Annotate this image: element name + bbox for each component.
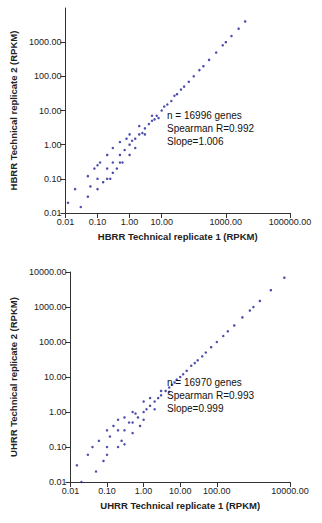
svg-text:1.00: 1.00 [44, 140, 62, 150]
svg-text:Slope=1.006: Slope=1.006 [167, 136, 224, 147]
svg-text:10.00: 10.00 [44, 372, 67, 382]
svg-text:0.01: 0.01 [57, 217, 75, 227]
svg-text:Slope=0.999: Slope=0.999 [167, 403, 224, 414]
svg-text:0.10: 0.10 [98, 486, 116, 496]
svg-text:10.00: 10.00 [150, 217, 173, 227]
svg-text:n = 16996 genes: n = 16996 genes [167, 110, 242, 121]
svg-text:10000.00: 10000.00 [271, 486, 309, 496]
svg-text:1.00: 1.00 [49, 407, 67, 417]
svg-text:1000.00: 1000.00 [210, 217, 243, 227]
svg-text:1000.00: 1000.00 [29, 37, 62, 47]
svg-text:10.00: 10.00 [169, 486, 192, 496]
svg-text:10.00: 10.00 [39, 106, 62, 116]
svg-text:Spearman R=0.993: Spearman R=0.993 [167, 390, 254, 401]
svg-text:1.00: 1.00 [135, 486, 153, 496]
svg-text:100.00: 100.00 [39, 337, 67, 347]
svg-text:100.00: 100.00 [203, 486, 231, 496]
svg-text:0.10: 0.10 [89, 217, 107, 227]
svg-text:0.01: 0.01 [62, 486, 80, 496]
svg-text:0.01: 0.01 [48, 477, 67, 487]
svg-text:1.00: 1.00 [121, 217, 139, 227]
svg-text:HBRR Technical replicate 2 (RP: HBRR Technical replicate 2 (RPKM) [8, 31, 19, 191]
svg-text:0.10: 0.10 [44, 174, 62, 184]
svg-text:1000.00: 1000.00 [34, 302, 67, 312]
svg-text:0.10: 0.10 [49, 442, 67, 452]
svg-text:Spearman R=0.992: Spearman R=0.992 [167, 123, 254, 134]
svg-text:UHRR Technical replicate 1 (RP: UHRR Technical replicate 1 (RPKM) [100, 500, 260, 511]
svg-text:UHRR Technical replicate 2 (RP: UHRR Technical replicate 2 (RPKM) [8, 297, 19, 457]
svg-text:n = 16970 genes: n = 16970 genes [167, 377, 242, 388]
svg-text:100000.00: 100000.00 [269, 217, 312, 227]
svg-text:100.00: 100.00 [34, 71, 62, 81]
svg-text:HBRR Technical replicate 1 (RP: HBRR Technical replicate 1 (RPKM) [98, 231, 258, 242]
svg-text:10000.00: 10000.00 [29, 267, 67, 277]
svg-text:0.01: 0.01 [43, 208, 62, 218]
